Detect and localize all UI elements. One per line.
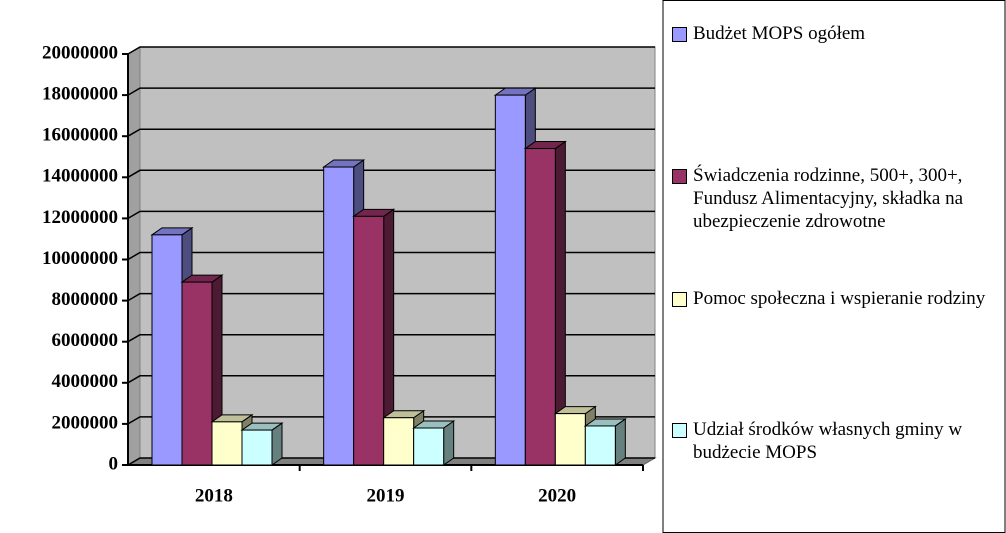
x-tick-label: 2020 [538, 485, 576, 506]
y-tick-label: 20000000 [42, 42, 118, 63]
legend-swatch [672, 169, 687, 184]
grid-line [127, 251, 655, 261]
y-tick-label: 14000000 [42, 166, 118, 187]
legend-swatch [672, 423, 687, 438]
grid-line [127, 292, 655, 302]
bar-side [614, 417, 626, 466]
bar [323, 166, 355, 466]
y-tick-label: 12000000 [42, 207, 118, 228]
x-tick-label: 2019 [367, 485, 405, 506]
bar [584, 425, 616, 466]
legend-label: Budżet MOPS ogółem [693, 23, 866, 44]
y-tick-label: 8000000 [52, 289, 119, 310]
legend-label: Udział środków własnych gminy w budżecie… [693, 419, 963, 463]
bar [494, 94, 526, 466]
y-tick-label: 16000000 [42, 125, 118, 146]
legend-entry: Udział środków własnych gminy w budżecie… [672, 418, 997, 464]
y-tick-label: 4000000 [52, 371, 119, 392]
legend-label: Świadczenia rodzinne, 500+, 300+, Fundus… [693, 165, 963, 232]
grid-line [127, 169, 655, 178]
y-tick-label: 0 [109, 453, 119, 474]
bar [241, 429, 273, 466]
bar [383, 417, 415, 466]
y-tick-label: 2000000 [52, 412, 119, 433]
legend-swatch [672, 27, 687, 42]
bar [151, 234, 183, 466]
grid-line [127, 46, 655, 55]
grid-line [127, 375, 655, 384]
grid-line [127, 87, 655, 96]
x-tick-label: 2018 [195, 485, 233, 506]
bar [554, 413, 586, 466]
grid-line [127, 210, 655, 220]
legend-box [662, 0, 1006, 533]
grid-line [127, 333, 655, 343]
legend-swatch [672, 292, 687, 307]
legend-label: Pomoc społeczna i wspieranie rodziny [693, 288, 986, 309]
y-tick-label: 18000000 [42, 83, 118, 104]
y-tick-label: 10000000 [42, 248, 118, 269]
y-tick-label: 6000000 [52, 330, 119, 351]
grid-line [127, 128, 655, 137]
legend-entry: Budżet MOPS ogółem [672, 22, 997, 45]
legend-entry: Pomoc społeczna i wspieranie rodziny [672, 287, 997, 310]
bar [211, 421, 243, 466]
legend-entry: Świadczenia rodzinne, 500+, 300+, Fundus… [672, 164, 997, 233]
grid-line [127, 457, 655, 466]
bar [413, 427, 445, 466]
bar [353, 215, 385, 466]
bar-side [443, 420, 455, 466]
grid-line [127, 416, 655, 425]
bar [524, 148, 556, 466]
bar [181, 281, 213, 466]
